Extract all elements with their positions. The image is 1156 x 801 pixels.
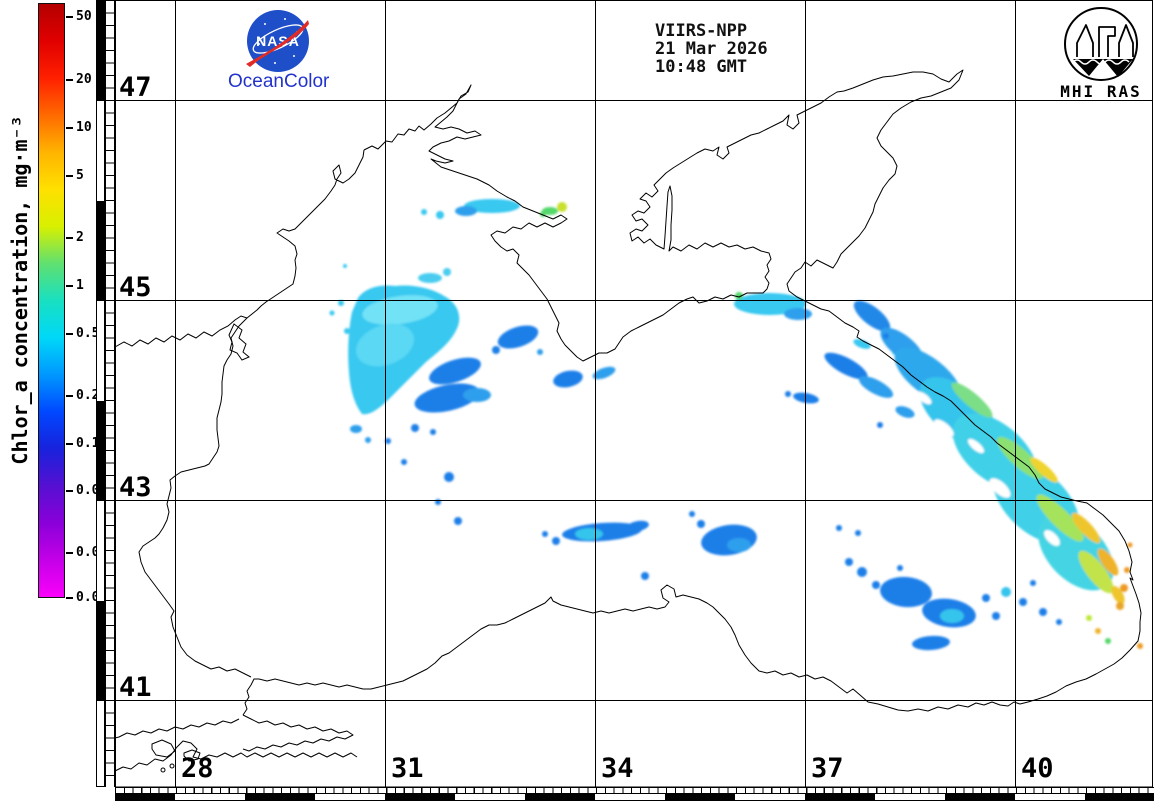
latitude-label: 47 — [119, 72, 152, 103]
colorbar-tick: 10 — [66, 120, 92, 135]
colorbar-tick-label: 20 — [76, 72, 92, 87]
longitude-label: 31 — [391, 753, 424, 784]
colorbar-tick-label: 1 — [76, 278, 84, 293]
latitude-label: 41 — [119, 672, 152, 703]
colorbar-tick: 1 — [66, 278, 84, 293]
nasa-wordmark: NASA — [256, 33, 300, 49]
tick-mark — [66, 394, 73, 397]
colorbar-tick-label: 0.2 — [76, 388, 100, 403]
longitude-label: 34 — [601, 753, 634, 784]
colorbar-tick-label: 0.1 — [76, 436, 100, 451]
mhi-ras-label: MHI RAS — [1060, 82, 1142, 101]
chlorophyll-patches — [329, 199, 1143, 651]
map-border — [115, 0, 1153, 788]
colorbar-tick: 20 — [66, 72, 92, 87]
colorbar-tick-label: 10 — [76, 120, 92, 135]
tick-mark — [66, 332, 73, 335]
colorbar-tick-label: 0.5 — [76, 326, 100, 341]
tick-mark — [66, 489, 73, 492]
tick-mark — [66, 551, 73, 554]
colorbar-tick: 50 — [66, 9, 92, 24]
scene-info: VIIRS-NPP 21 Mar 2026 10:48 GMT — [655, 22, 768, 76]
coastline-west — [138, 149, 365, 678]
colorbar-tick: 0.5 — [66, 326, 99, 341]
colorbar-tick-label: 2 — [76, 230, 84, 245]
coastline-main — [242, 69, 1142, 716]
scene-time: 10:48 GMT — [655, 57, 748, 77]
tick-mark — [66, 442, 73, 445]
latitude-ruler-minor-ticks — [105, 0, 115, 787]
colorbar-tick: 5 — [66, 168, 84, 183]
oceancolor-wordmark: OceanColor — [228, 71, 330, 92]
tick-mark — [66, 284, 73, 287]
nasa-meatball-icon: NASA — [246, 10, 309, 72]
grid-lines — [115, 0, 1153, 787]
tick-mark — [66, 174, 73, 177]
longitude-label: 28 — [181, 753, 214, 784]
tick-mark — [66, 126, 73, 129]
colorbar-tick: 0.2 — [66, 388, 99, 403]
colorbar-title: Chlor_a concentration, mg·m⁻³ — [8, 115, 32, 465]
scene-date: 21 Mar 2026 — [655, 39, 768, 59]
latitude-ruler-degree-bar — [96, 0, 105, 787]
danube-delta-lagoons — [228, 323, 250, 361]
marmara-coast — [114, 714, 358, 773]
colorbar-tick: 0.1 — [66, 436, 99, 451]
tick-mark — [66, 596, 73, 599]
latitude-label: 45 — [119, 272, 152, 303]
tick-mark — [66, 15, 73, 18]
mhi-ras-logo-icon — [1064, 7, 1138, 81]
latitude-label: 43 — [119, 472, 152, 503]
colorbar-tick: 2 — [66, 230, 84, 245]
sensor-name: VIIRS-NPP — [655, 21, 748, 41]
colorbar-tick-label: 5 — [76, 168, 84, 183]
longitude-ruler-degree-bar — [115, 794, 1154, 801]
longitude-label: 40 — [1021, 753, 1054, 784]
colorbar-tick-label: 50 — [76, 9, 92, 24]
longitude-label: 37 — [811, 753, 844, 784]
tick-mark — [66, 78, 73, 81]
longitude-ruler-minor-ticks — [115, 787, 1154, 794]
colorbar-gradient — [38, 3, 65, 598]
tick-mark — [66, 236, 73, 239]
danube-river — [114, 315, 248, 348]
